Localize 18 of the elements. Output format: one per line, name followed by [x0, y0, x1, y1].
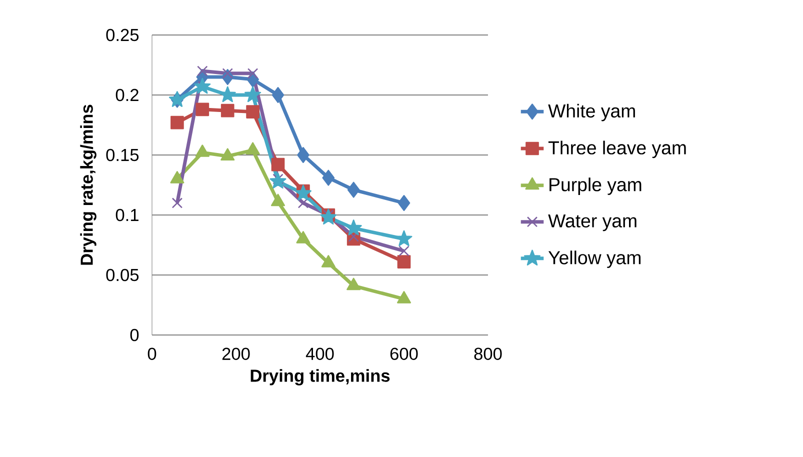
y-tick-label: 0.2: [116, 88, 138, 102]
y-tick-label: 0.15: [106, 148, 139, 162]
y-tick-label: 0: [130, 328, 139, 342]
y-tick-label: 0.1: [116, 208, 138, 222]
y-axis-title: Drying rate,kg/mins: [80, 104, 96, 265]
x-tick-label: 400: [306, 348, 334, 360]
legend-label: Water yam: [548, 214, 636, 232]
legend-label: Yellow yam: [548, 250, 641, 268]
y-tick-label: 0.05: [106, 268, 139, 282]
x-tick-label: 800: [474, 348, 502, 360]
x-tick-label: 0: [148, 348, 156, 360]
legend-label: Three leave yam: [548, 140, 686, 158]
x-tick-label: 200: [222, 348, 250, 360]
x-tick-label: 600: [390, 348, 418, 360]
legend-label: Purple yam: [550, 178, 642, 195]
x-axis-title: Drying time,mins: [250, 369, 390, 386]
legend-label: White yam: [548, 104, 635, 122]
y-tick-label: 0.25: [106, 28, 139, 42]
